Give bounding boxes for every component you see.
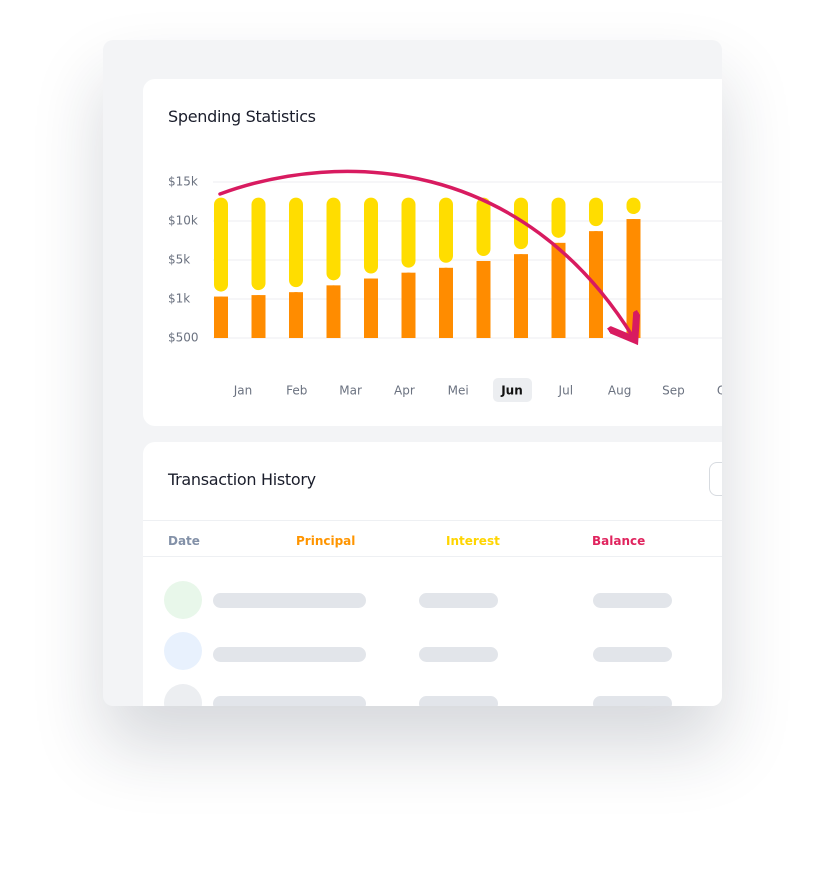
x-tick-label: Apr xyxy=(394,384,415,398)
bar-segment xyxy=(626,219,641,338)
bar-cap xyxy=(589,231,603,246)
x-tick-label: Jun xyxy=(500,384,523,398)
bar-segment xyxy=(514,254,528,338)
bar-cap xyxy=(514,254,528,269)
bar-segment xyxy=(439,197,453,263)
bar-segment xyxy=(364,278,378,338)
bar-segment xyxy=(401,272,416,338)
column-header[interactable]: Balance xyxy=(592,534,646,548)
divider xyxy=(143,520,722,521)
skeleton xyxy=(419,593,498,608)
bar-cap xyxy=(476,260,491,275)
bar-cap xyxy=(364,278,378,293)
history-card: Transaction History Date Principal Interes… xyxy=(143,442,722,706)
bar-cap xyxy=(214,296,228,311)
x-tick-label: Oct xyxy=(717,384,722,398)
divider xyxy=(143,556,722,557)
skeleton xyxy=(419,647,498,662)
x-tick-label: Jan xyxy=(233,384,253,398)
bar-cap xyxy=(251,295,266,310)
bar-cap xyxy=(626,219,641,234)
bar-segment xyxy=(626,197,641,215)
skeleton xyxy=(593,593,672,608)
card-title: Transaction History xyxy=(168,470,316,489)
column-header[interactable]: Principal xyxy=(296,534,356,548)
bar-segment xyxy=(514,197,528,250)
bar-cap xyxy=(401,272,416,287)
bar-cap xyxy=(289,292,303,307)
bar-segment xyxy=(401,197,416,268)
bar-segment xyxy=(476,197,491,256)
avatar xyxy=(164,581,202,619)
x-tick-label: Jul xyxy=(558,384,573,398)
x-tick-label: Sep xyxy=(662,384,685,398)
stats-card: Spending Statistics $500 $1k $5k $10k $15k Ja… xyxy=(143,79,722,426)
x-tick-label: Mei xyxy=(448,384,469,398)
y-tick-label: $15k xyxy=(168,175,198,189)
avatar xyxy=(164,632,202,670)
bar-segment xyxy=(439,267,453,338)
trend-arrow xyxy=(218,169,633,337)
skeleton xyxy=(419,696,498,706)
bar-segment xyxy=(551,197,566,238)
skeleton xyxy=(213,593,366,608)
bar-segment xyxy=(289,197,303,288)
bar-cap xyxy=(326,285,341,300)
bar-segment xyxy=(589,197,603,227)
avatar xyxy=(164,684,202,706)
skeleton xyxy=(213,696,366,706)
bar-segment xyxy=(214,197,228,292)
y-tick-label: $1k xyxy=(168,292,190,306)
bar-segment xyxy=(476,260,491,338)
skeleton xyxy=(593,647,672,662)
x-tick-label: Mar xyxy=(339,384,362,398)
bar-segment xyxy=(364,197,378,274)
filter-button[interactable] xyxy=(709,462,722,496)
bar-segment xyxy=(326,285,341,338)
chart: $500 $1k $5k $10k $15k Jan Feb Mar Apr Mei Jun Jul A… xyxy=(168,169,722,402)
y-tick-label: $5k xyxy=(168,253,190,267)
bar-segment xyxy=(251,197,266,291)
card-title: Spending Statistics xyxy=(168,107,316,126)
column-header[interactable]: Interest xyxy=(446,534,500,548)
x-tick-label: Aug xyxy=(608,384,631,398)
column-header[interactable]: Date xyxy=(168,534,200,548)
bar-cap xyxy=(439,267,453,282)
y-tick-label: $500 xyxy=(168,331,199,345)
bar-segment xyxy=(326,197,341,281)
skeleton xyxy=(213,647,366,662)
skeleton xyxy=(593,696,672,706)
bar-segment xyxy=(551,242,566,338)
x-tick-label: Feb xyxy=(286,384,307,398)
window: Spending Statistics $500 $1k $5k $10k $15k Ja… xyxy=(103,40,722,706)
y-tick-label: $10k xyxy=(168,214,198,228)
highlight xyxy=(493,378,532,402)
